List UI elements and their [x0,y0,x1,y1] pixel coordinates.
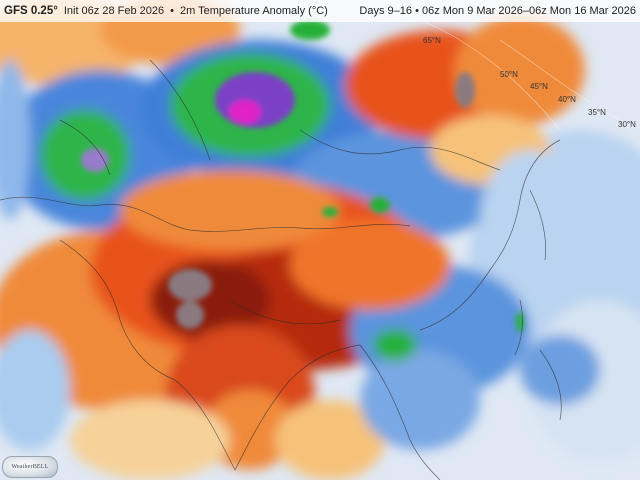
lat-label-35n: 35°N [588,108,606,117]
kazakh-warm-area [120,170,340,250]
atlantic-cool-area [0,60,30,220]
north-cold-spot [290,20,330,40]
border-line-5 [229,299,341,325]
border-line-1 [0,196,411,232]
mongolia-cold-spot-2 [322,207,338,217]
model-name: GFS 0.25° [4,5,58,17]
russia-core-cold-spot [229,100,261,124]
border-line-2 [59,239,176,381]
anomaly-cores [81,20,524,332]
himalaya-extreme-warm-core-2 [176,301,204,329]
south-china-very-cold [373,329,417,361]
southeast-asia-cool-area [360,350,480,450]
lat-label-50n: 50°N [500,70,518,79]
china-coast [419,139,561,331]
border-line-4 [149,59,211,161]
lat-label-40n: 40°N [558,95,576,104]
borders [0,59,562,480]
caspian-cold-core [81,148,109,172]
japan-cool-area [480,150,580,290]
caspian-outline [59,119,111,176]
south-india-mild-area [205,390,295,470]
north-china-warm-area [290,220,450,310]
header-separator: • [170,5,174,17]
lat-label-65n: 65°N [423,36,441,45]
weatherbell-logo: WeatherBELL [2,456,58,478]
graticule-line-2 [499,39,631,126]
japan-outline [529,189,546,261]
himalaya-extreme-warm-core [168,269,212,301]
init-time: Init 06z 28 Feb 2026 [63,5,165,17]
taiwan-cold-spot [516,312,524,332]
far-east-warm-area [455,15,585,125]
taiwan-outline [514,299,523,356]
indochina-coast [359,344,441,480]
northeast-extreme-warm-core [455,72,475,108]
philippines-cool-area [520,335,600,405]
lat-label-30n: 30°N [618,120,636,129]
lat-label-45n: 45°N [530,82,548,91]
arabian-sea-area [70,400,230,480]
product-name: 2m Temperature Anomaly (°C) [179,5,328,17]
logo-text: WeatherBELL [11,464,49,470]
africa-cool-area [0,330,70,450]
map-header: GFS 0.25° Init 06z 28 Feb 2026 • 2m Temp… [0,0,640,22]
philippines-outline [539,349,562,421]
valid-period: Days 9–16 • 06z Mon 9 Mar 2026–06z Mon 1… [359,5,636,17]
graticule [419,19,631,131]
mongolia-cold-spot [370,197,390,213]
india-coast [174,344,361,471]
bay-of-bengal-area [275,400,385,480]
graticule-line-1 [419,19,561,131]
border-line-3 [299,129,501,171]
